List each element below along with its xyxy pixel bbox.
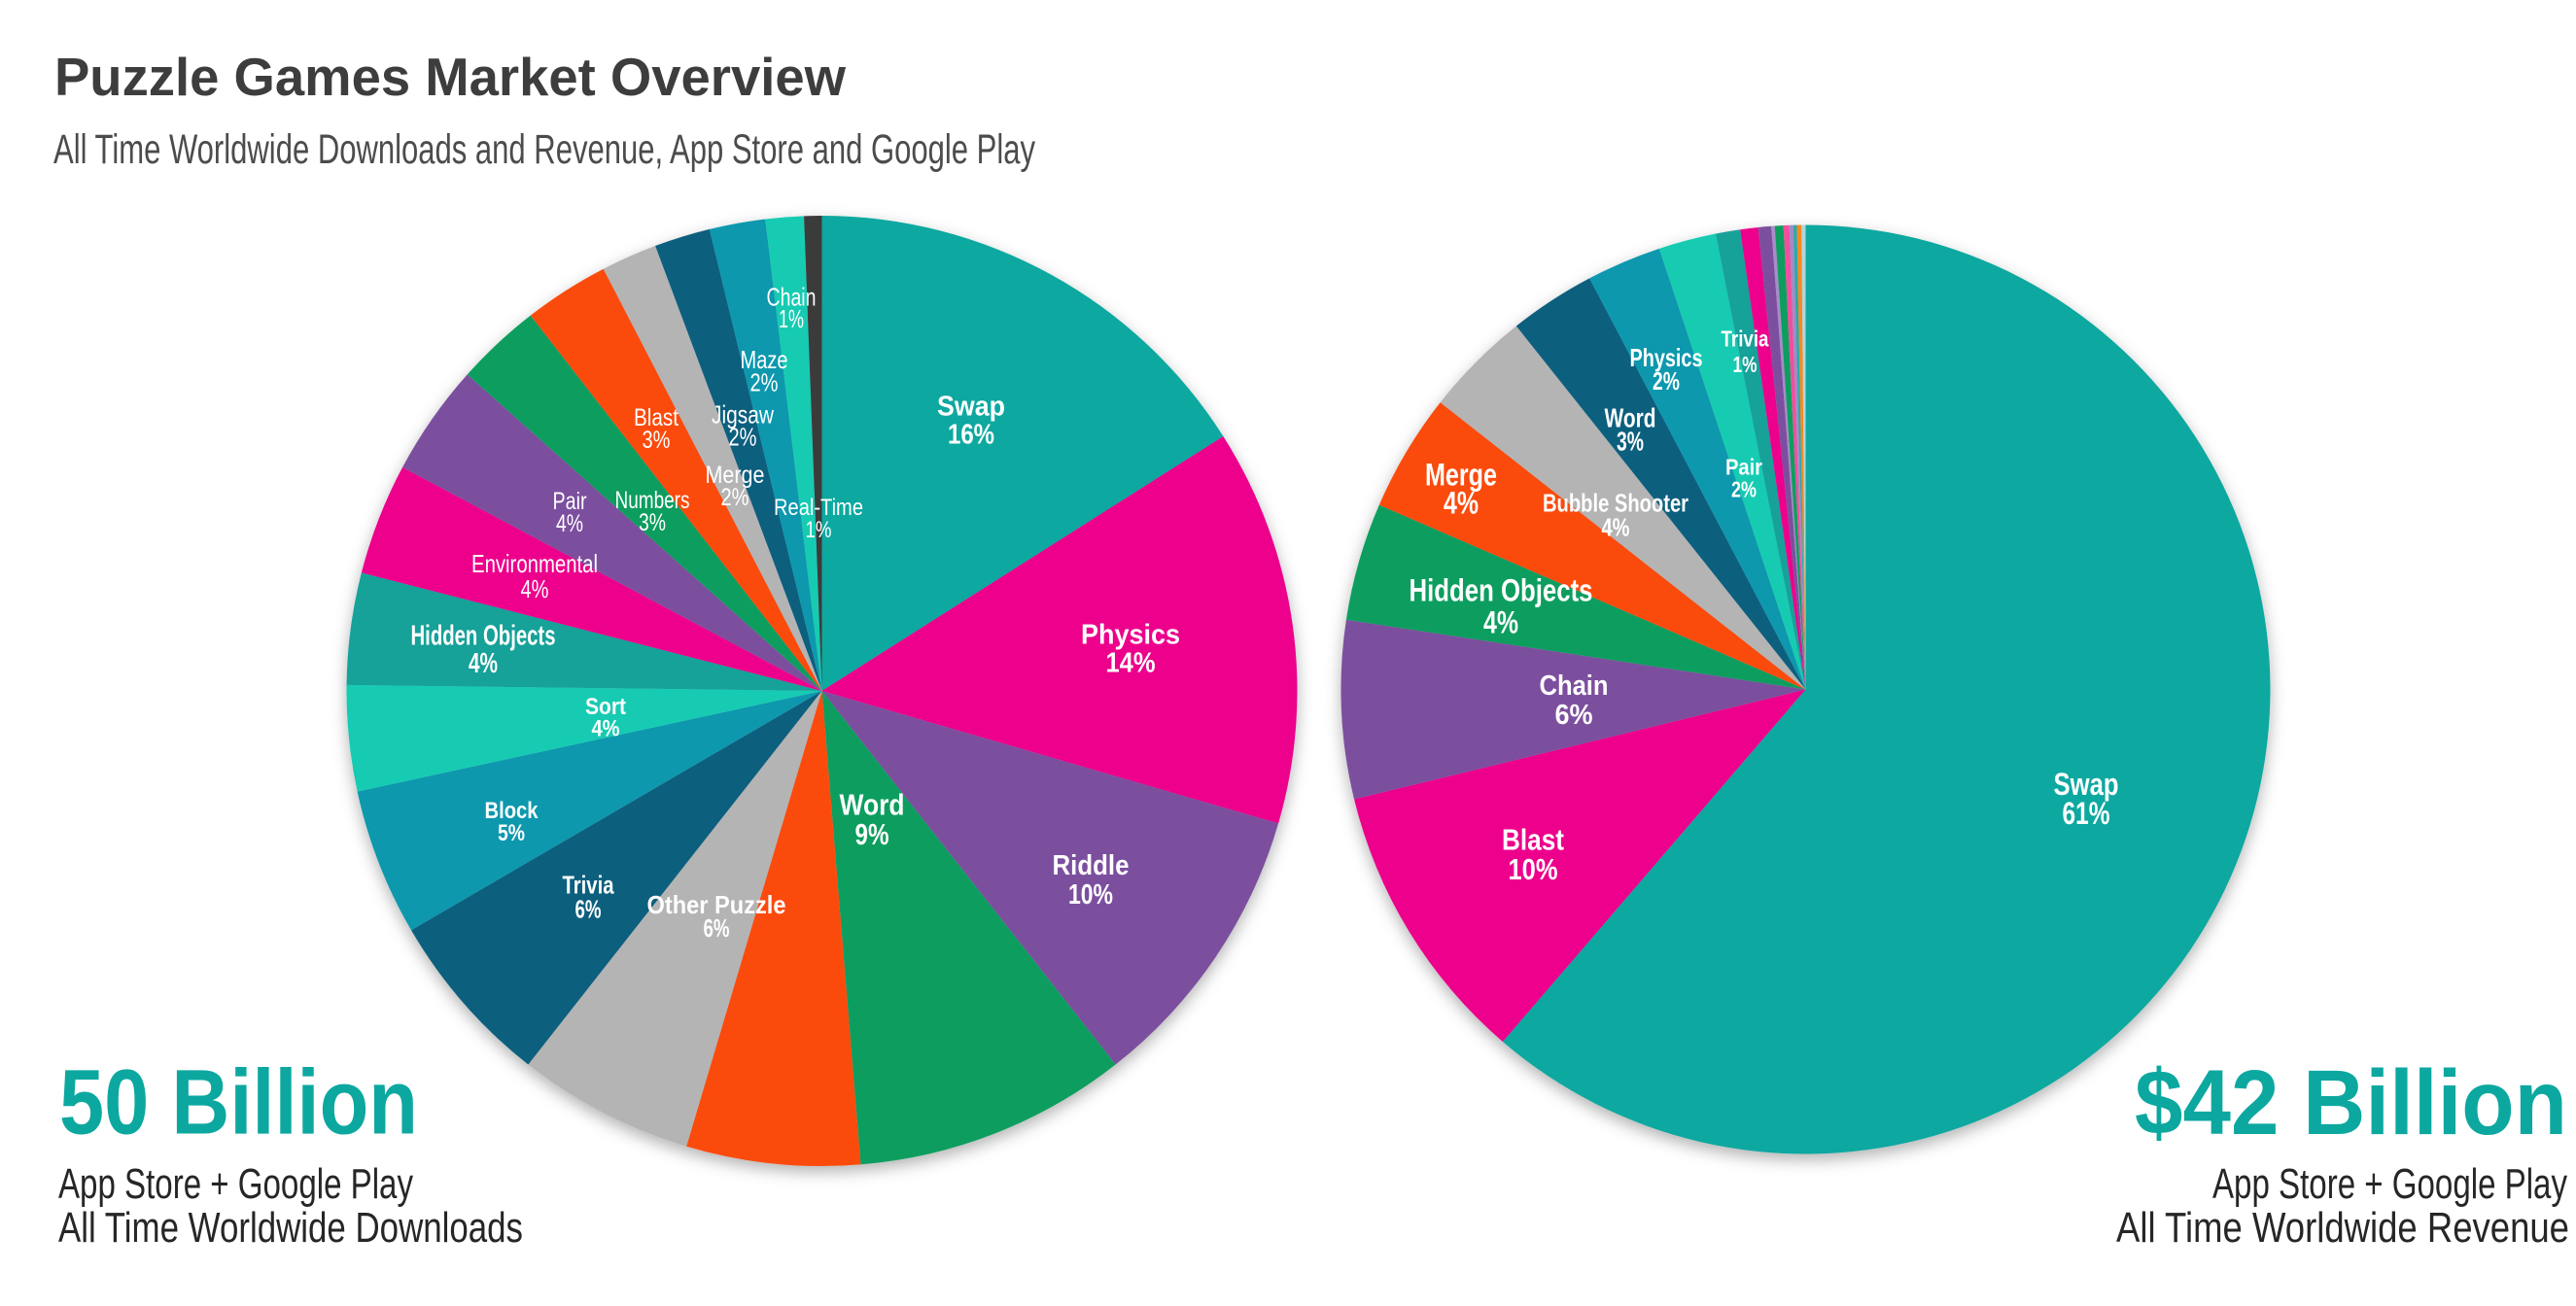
svg-text:All Time Worldwide Revenue: All Time Worldwide Revenue [2116, 1204, 2569, 1252]
svg-text:Puzzle Games Market Overview: Puzzle Games Market Overview [54, 47, 846, 107]
svg-text:50 Billion: 50 Billion [59, 1051, 418, 1154]
svg-text:All Time Worldwide Downloads: All Time Worldwide Downloads [58, 1204, 523, 1252]
svg-text:$42 Billion: $42 Billion [2135, 1051, 2567, 1154]
svg-text:App Store + Google Play: App Store + Google Play [2212, 1160, 2567, 1208]
svg-text:All Time Worldwide Downloads a: All Time Worldwide Downloads and Revenue… [53, 126, 1036, 172]
svg-text:App Store + Google Play: App Store + Google Play [58, 1160, 413, 1208]
